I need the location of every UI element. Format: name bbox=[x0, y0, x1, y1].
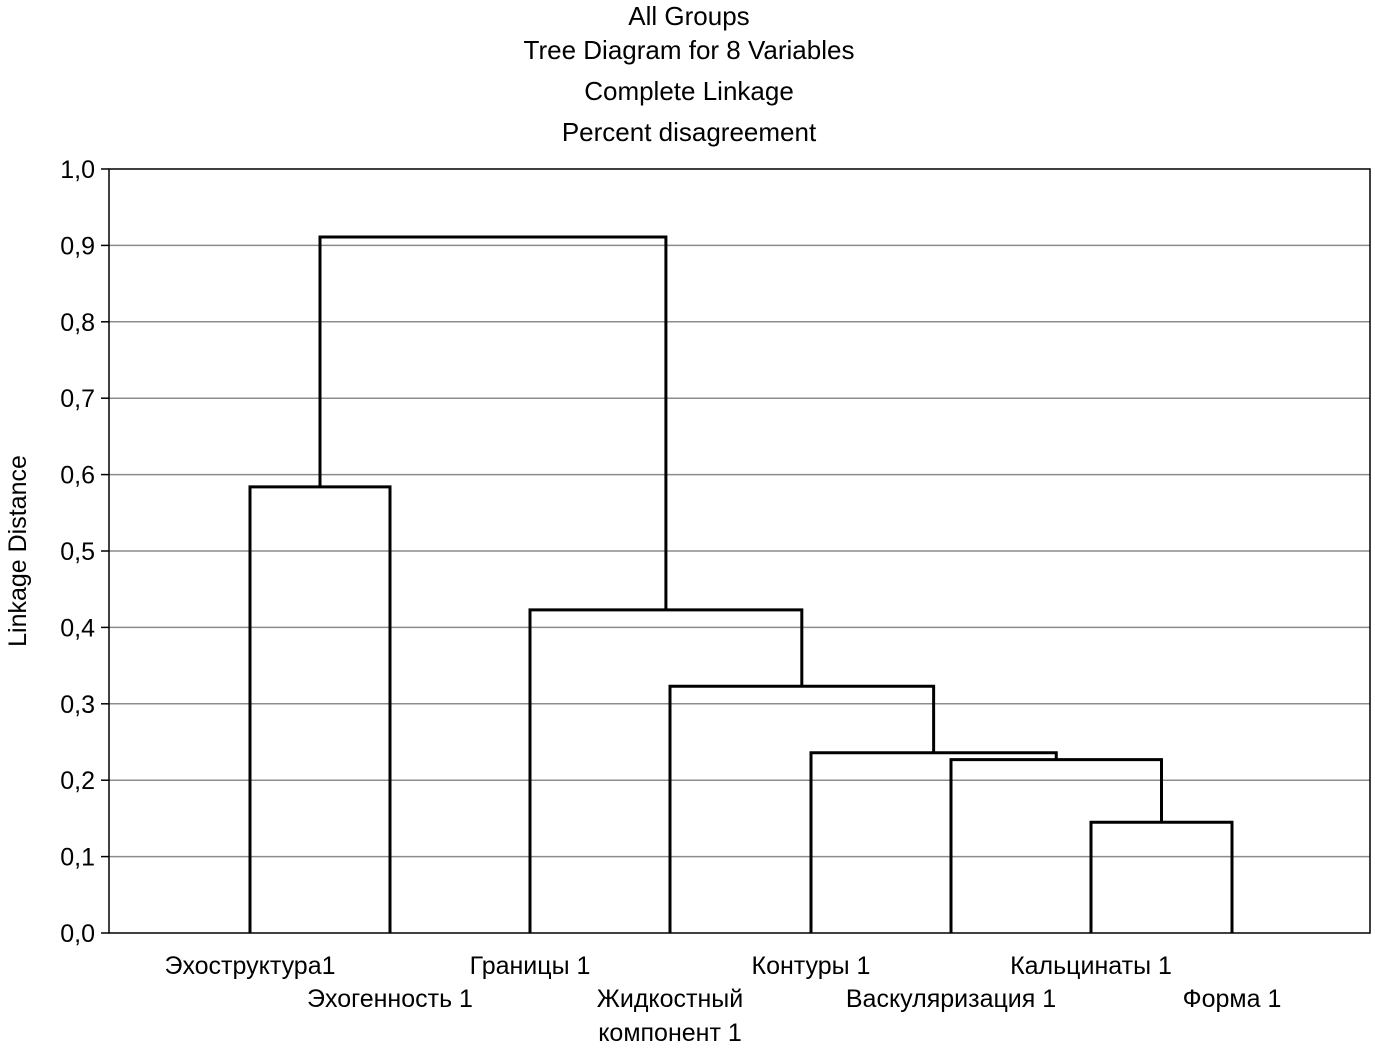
merge-link-3 bbox=[668, 684, 936, 933]
leaf-label-0: Эхоструктура1 bbox=[164, 952, 335, 980]
leaf-label-7: Форма 1 bbox=[1183, 985, 1282, 1013]
y-axis-label: Linkage Distance bbox=[4, 455, 32, 647]
gridlines bbox=[109, 244, 1370, 858]
merge-link-1 bbox=[949, 758, 1163, 933]
merge-link-0 bbox=[1089, 820, 1234, 933]
leaf-labels: Эхоструктура1 Эхогенность 1 Границы 1Жидко… bbox=[164, 952, 1281, 1047]
title-line-2: Complete Linkage bbox=[584, 76, 794, 106]
title-line-3: Percent disagreement bbox=[562, 117, 817, 147]
y-tick-label-5: 0,5 bbox=[60, 538, 95, 566]
leaf-label-2: Границы 1 bbox=[470, 952, 591, 980]
title-line-0: All Groups bbox=[628, 1, 749, 31]
merge-link-5 bbox=[248, 485, 392, 933]
leaf-label-6: Кальцинаты 1 bbox=[1010, 952, 1172, 980]
y-tick-label-0: 0,0 bbox=[60, 920, 95, 948]
y-tick-label-2: 0,2 bbox=[60, 767, 95, 795]
y-axis-ticks: 0,0 0,1 0,2 0,3 0,4 0,5 0,6 0,7 0,8 0,9 1,0 bbox=[60, 156, 109, 948]
leaf-label-4: Контуры 1 bbox=[752, 952, 871, 980]
merge-link-4 bbox=[528, 608, 804, 933]
merge-link-6 bbox=[318, 235, 668, 610]
leaf-label-1: Эхогенность 1 bbox=[307, 985, 473, 1013]
title-line-1: Tree Diagram for 8 Variables bbox=[524, 35, 855, 65]
y-tick-label-9: 0,9 bbox=[60, 232, 95, 260]
chart-title: All Groups Tree Diagram for 8 Variables Co… bbox=[524, 1, 855, 147]
y-tick-label-8: 0,8 bbox=[60, 309, 95, 337]
leaf-label-3: Жидкостный компонент 1 bbox=[597, 985, 743, 1047]
y-tick-label-3: 0,3 bbox=[60, 691, 95, 719]
y-tick-label-1: 0,1 bbox=[60, 844, 95, 872]
dendrogram-links bbox=[248, 235, 1234, 933]
y-tick-label-6: 0,6 bbox=[60, 462, 95, 490]
y-tick-label-10: 1,0 bbox=[60, 156, 95, 184]
y-tick-label-7: 0,7 bbox=[60, 385, 95, 413]
y-tick-label-4: 0,4 bbox=[60, 614, 95, 642]
leaf-label-5: Васкуляризация 1 bbox=[846, 985, 1056, 1013]
